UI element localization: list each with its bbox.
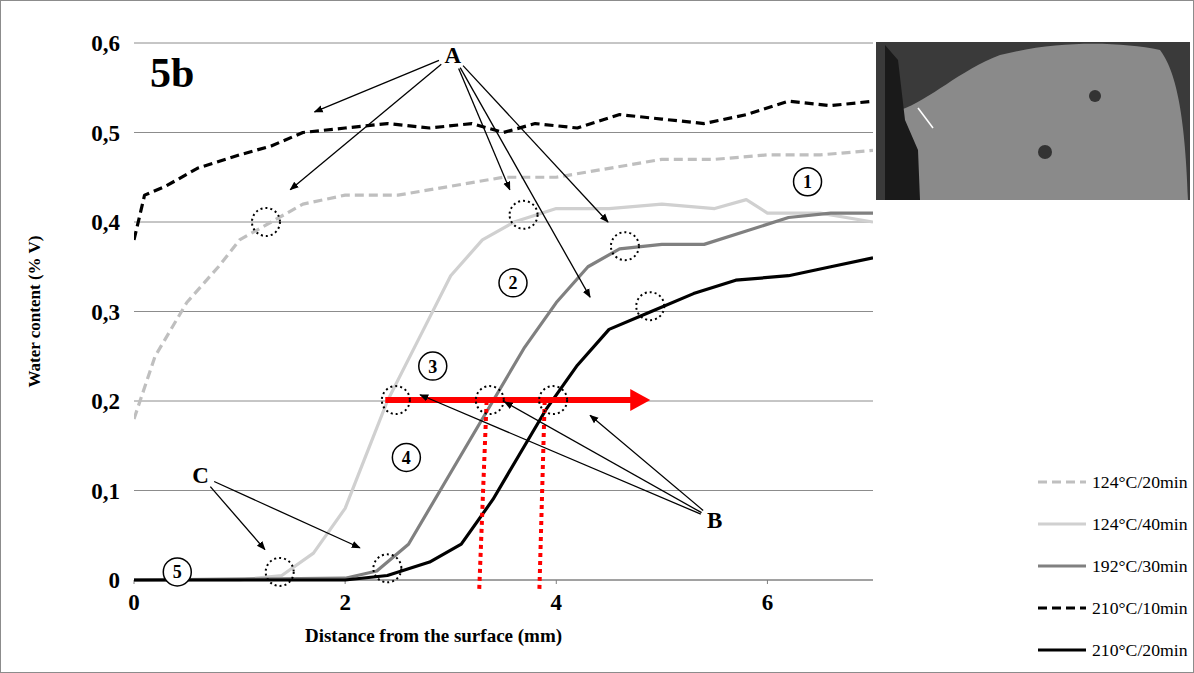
red-drop-line <box>479 401 486 590</box>
inset-arrow <box>918 108 933 128</box>
annotation-arrow <box>315 60 439 112</box>
annotation-arrow <box>290 64 441 190</box>
annotation-arrow <box>459 68 510 189</box>
inset-bg <box>876 42 1190 200</box>
frame <box>1 1 1194 673</box>
legend-swatch <box>1038 480 1086 483</box>
legend-label: 210°C/20min <box>1092 640 1188 660</box>
inset-spot <box>1038 145 1052 159</box>
grid-line <box>134 222 873 223</box>
highlight-circle <box>539 386 567 414</box>
annotation-letter: C <box>192 463 209 488</box>
red-arrow-head <box>630 389 650 411</box>
grid-line <box>134 490 873 491</box>
grid-line <box>134 132 873 133</box>
circled-label: 3 <box>428 357 437 377</box>
annotation-letter: A <box>445 43 462 68</box>
highlight-circle <box>636 292 664 320</box>
series-line <box>134 258 873 580</box>
circled-label: 2 <box>509 273 518 293</box>
chart: 0 0,1 0,2 0,3 0,4 0,5 0,6 0 2 4 6 Distance from the… <box>0 0 1194 673</box>
y-tick-label: 0,3 <box>91 300 120 325</box>
y-tick-label: 0,6 <box>91 31 120 56</box>
x-axis-title: Distance from the surface (mm) <box>305 625 562 647</box>
label-circle <box>499 269 527 297</box>
legend-label: 124°C/40min <box>1092 514 1188 534</box>
legend: 124°C/20min 124°C/40min 192°C/30min 210°C/1… <box>1038 472 1188 660</box>
circled-label: 1 <box>803 172 812 192</box>
y-tick-label: 0,4 <box>91 210 120 235</box>
highlight-circle <box>382 386 410 414</box>
highlight-circle <box>611 232 639 260</box>
inset-shadow <box>885 45 920 200</box>
legend-swatch <box>1038 564 1086 567</box>
series-line <box>134 150 873 419</box>
highlight-circle <box>476 386 504 414</box>
series-group <box>134 101 873 580</box>
y-axis-title: Water content (% V) <box>25 236 44 388</box>
annotation-arrow <box>463 66 608 222</box>
annotation-arrow <box>505 402 702 513</box>
label-circle <box>163 558 191 586</box>
y-tick-label: 0,1 <box>91 479 120 504</box>
inset-sample <box>900 44 1188 200</box>
x-tick-label: 0 <box>128 590 140 615</box>
annotation-arrow <box>420 395 701 514</box>
series-line <box>134 200 873 580</box>
grid-line <box>134 311 873 312</box>
annotation-arrow <box>590 415 703 510</box>
annotation-letter: B <box>707 508 722 533</box>
annotation-arrow <box>460 68 590 297</box>
red-arrow <box>385 397 634 403</box>
x-tick-label: 4 <box>551 590 563 615</box>
x-tick-label: 2 <box>339 590 351 615</box>
x-tick-label: 6 <box>762 590 774 615</box>
label-circle <box>794 168 822 196</box>
legend-swatch <box>1038 648 1086 651</box>
inset-spot <box>1089 90 1101 102</box>
y-tick-label: 0 <box>109 568 121 593</box>
legend-swatch <box>1038 522 1086 525</box>
red-drop-line <box>539 401 544 590</box>
circled-label: 4 <box>402 448 411 468</box>
highlight-circle <box>373 554 401 582</box>
annotation-arrow <box>214 481 360 547</box>
label-circle <box>392 443 420 471</box>
legend-label: 192°C/30min <box>1092 556 1188 576</box>
legend-label: 210°C/10min <box>1092 598 1188 618</box>
y-tick-label: 0,5 <box>91 121 120 146</box>
y-tick-label: 0,2 <box>91 389 120 414</box>
legend-swatch <box>1038 606 1086 609</box>
highlight-circle <box>266 558 294 586</box>
circled-label: 5 <box>173 562 182 582</box>
x-tick <box>767 580 768 584</box>
highlight-circle <box>510 201 538 229</box>
x-tick <box>556 580 557 584</box>
inset-image <box>876 42 1190 200</box>
grid-line <box>134 43 873 44</box>
highlight-circle <box>252 208 280 236</box>
series-line <box>134 101 873 240</box>
annotation-arrow <box>210 487 265 550</box>
legend-label: 124°C/20min <box>1092 472 1188 492</box>
series-line <box>134 213 873 580</box>
label-circle <box>419 352 447 380</box>
chart-title: 5b <box>150 50 194 96</box>
